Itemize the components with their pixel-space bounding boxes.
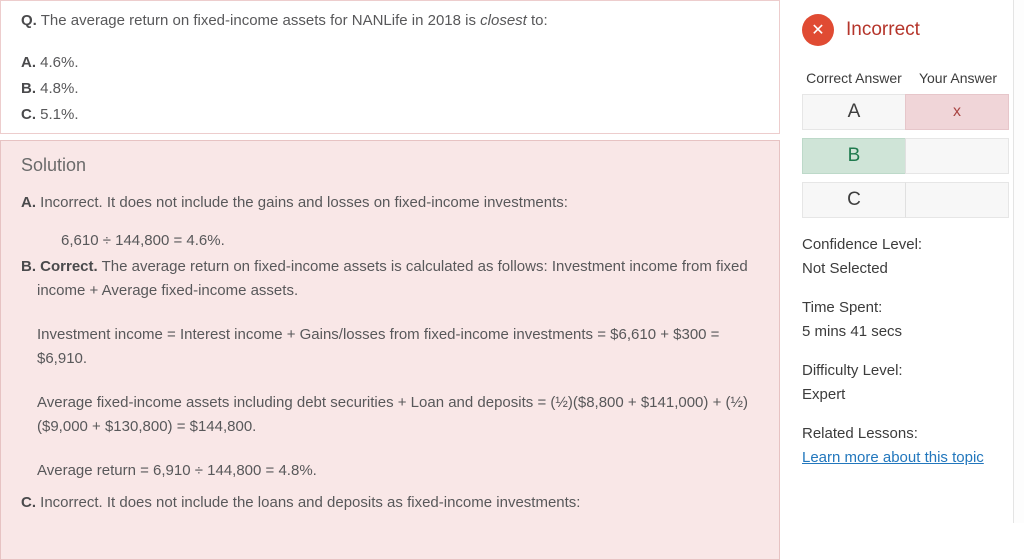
answer-comparison: Correct Answer Your Answer A x B C — [802, 70, 1010, 218]
question-panel: Q. The average return on fixed-income as… — [0, 0, 780, 134]
related-lessons-label: Related Lessons: — [802, 425, 918, 442]
solution-option-b: B. Correct. The average return on fixed-… — [21, 258, 748, 299]
answer-cell-your-a: x — [905, 94, 1009, 130]
solution-formula-a: 6,610 ÷ 144,800 = 4.6%. — [61, 232, 225, 249]
learn-more-link[interactable]: Learn more about this topic — [802, 449, 984, 466]
result-status: ✕ Incorrect — [802, 14, 1012, 46]
answer-row-b: B — [802, 138, 1010, 174]
answer-cell-letter-c: C — [802, 182, 906, 218]
scrollbar-track[interactable] — [1013, 0, 1024, 523]
difficulty-level-label: Difficulty Level: — [802, 362, 903, 379]
solution-option-a: A. Incorrect. It does not include the ga… — [21, 194, 568, 211]
solution-b-average-assets: Average fixed-income assets including de… — [37, 394, 748, 435]
solution-heading: Solution — [21, 155, 87, 175]
question-option-a: A. 4.6%. — [21, 54, 79, 71]
incorrect-x-icon: ✕ — [802, 14, 834, 46]
result-status-text: Incorrect — [846, 19, 920, 40]
question-emphasis: closest — [480, 12, 527, 29]
confidence-level-stat: Confidence Level: Not Selected — [802, 233, 1012, 281]
answer-cell-letter-a: A — [802, 94, 906, 130]
your-answer-header: Your Answer — [918, 70, 998, 86]
related-lessons-section: Related Lessons: Learn more about this t… — [802, 422, 1012, 470]
question-text: Q. The average return on fixed-income as… — [21, 12, 548, 29]
correct-answer-header: Correct Answer — [806, 70, 902, 86]
solution-option-c: C. Incorrect. It does not include the lo… — [21, 494, 581, 511]
difficulty-level-stat: Difficulty Level: Expert — [802, 359, 1012, 407]
question-option-c: C. 5.1%. — [21, 106, 79, 123]
difficulty-level-value: Expert — [802, 386, 846, 403]
time-spent-stat: Time Spent: 5 mins 41 secs — [802, 296, 1012, 344]
result-panel: ✕ Incorrect Correct Answer Your Answer A… — [790, 0, 1012, 470]
confidence-level-value: Not Selected — [802, 260, 888, 277]
answer-cell-your-c — [905, 182, 1009, 218]
solution-b-investment-income: Investment income = Interest income + Ga… — [37, 326, 720, 367]
confidence-level-label: Confidence Level: — [802, 236, 923, 253]
answer-cell-letter-b: B — [802, 138, 906, 174]
time-spent-label: Time Spent: — [802, 299, 883, 316]
answer-row-c: C — [802, 182, 1010, 218]
answer-cell-your-b — [905, 138, 1009, 174]
solution-panel: Solution A. Incorrect. It does not inclu… — [0, 140, 780, 560]
solution-b-average-return: Average return = 6,910 ÷ 144,800 = 4.8%. — [37, 462, 317, 479]
time-spent-value: 5 mins 41 secs — [802, 323, 903, 340]
question-label: Q. — [21, 12, 37, 29]
answer-headers: Correct Answer Your Answer — [802, 70, 1010, 86]
answer-row-a: A x — [802, 94, 1010, 130]
question-option-b: B. 4.8%. — [21, 80, 79, 97]
